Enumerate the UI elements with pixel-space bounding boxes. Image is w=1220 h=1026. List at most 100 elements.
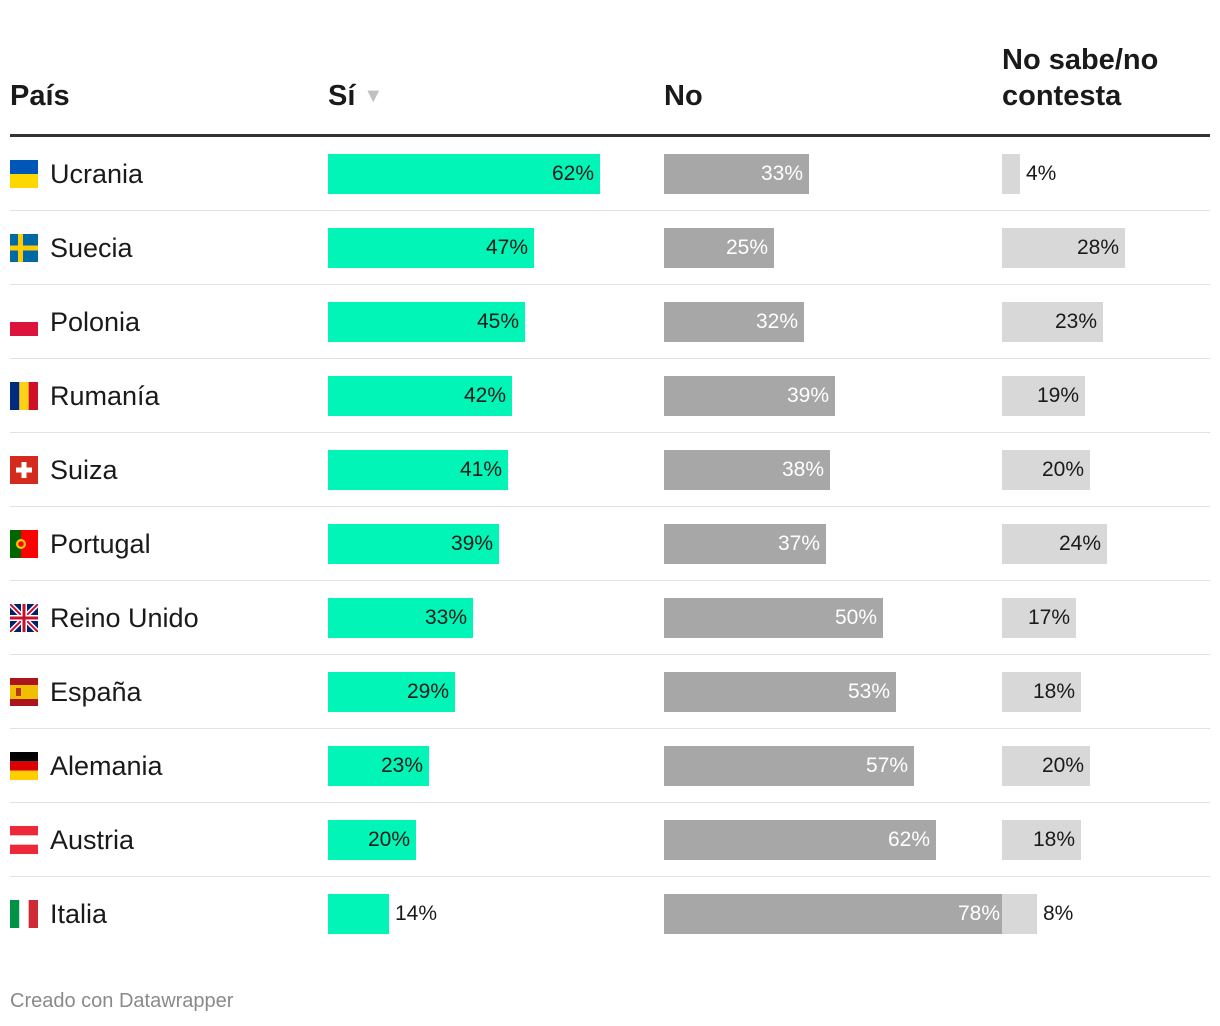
bar-yes-label: 41%: [459, 458, 502, 481]
bar-yes: [328, 376, 512, 416]
bar-dk: [1002, 598, 1076, 638]
column-header-dont-know-line2: contesta: [1002, 80, 1122, 112]
bar-no-label: 50%: [834, 606, 877, 629]
bar-no-label: 25%: [725, 236, 768, 259]
bar-dk: [1002, 524, 1107, 564]
bar-no: [664, 228, 774, 268]
bar-yes: [328, 820, 416, 860]
bar-dk-label: 19%: [1036, 384, 1079, 407]
table-row: Italia 14% 78% 8%: [10, 877, 1210, 951]
country-name: Austria: [50, 824, 135, 855]
bar-dk-label: 23%: [1054, 310, 1097, 333]
bar-no: [664, 450, 830, 490]
bar-yes: [328, 746, 429, 786]
bar-dk-label: 17%: [1027, 606, 1070, 629]
table-row: Suecia 47% 25% 28%: [10, 211, 1210, 285]
country-cell: Suecia: [10, 211, 133, 285]
bar-dk: [1002, 746, 1090, 786]
bar-yes-label: 20%: [367, 828, 410, 851]
bar-yes-label: 47%: [485, 236, 528, 259]
bar-yes: [328, 302, 525, 342]
bar-dk-label: 20%: [1041, 754, 1084, 777]
country-cell: Suiza: [10, 433, 118, 507]
bar-dk: [1002, 820, 1081, 860]
country-name: Alemania: [50, 750, 163, 781]
table-row: Austria 20% 62% 18%: [10, 803, 1210, 877]
bar-no-label: 32%: [755, 310, 798, 333]
table-row: Ucrania 62% 33% 4%: [10, 137, 1210, 211]
bar-dk: [1002, 672, 1081, 712]
column-header-dont-know[interactable]: No sabe/no contesta: [1002, 42, 1202, 114]
bar-dk-label: 4%: [1026, 162, 1057, 185]
bar-yes-label: 39%: [450, 532, 493, 555]
bar-dk-label: 24%: [1058, 532, 1101, 555]
bar-yes: [328, 672, 455, 712]
country-name: España: [50, 676, 142, 707]
country-name: Polonia: [50, 306, 141, 337]
country-cell: Reino Unido: [10, 581, 199, 655]
country-name: Rumanía: [50, 380, 160, 411]
bar-yes-label: 45%: [476, 310, 519, 333]
romania-flag-icon: [10, 382, 38, 410]
bar-yes: [328, 524, 499, 564]
bar-dk-label: 18%: [1032, 680, 1075, 703]
table-row: Reino Unido 33% 50% 17%: [10, 581, 1210, 655]
bar-no: [664, 302, 804, 342]
spain-flag-icon: [10, 678, 38, 706]
bar-dk-label: 8%: [1043, 902, 1074, 925]
bar-dk: [1002, 376, 1085, 416]
country-cell: Austria: [10, 803, 134, 877]
column-header-dont-know-line1: No sabe/no: [1002, 44, 1159, 76]
bar-yes: [328, 450, 508, 490]
country-cell: Rumanía: [10, 359, 160, 433]
table-row: Alemania 23% 57% 20%: [10, 729, 1210, 803]
bar-no-label: 38%: [781, 458, 824, 481]
table-row: Polonia 45% 32% 23%: [10, 285, 1210, 359]
bar-dk: [1002, 450, 1090, 490]
bar-yes: [328, 154, 600, 194]
austria-flag-icon: [10, 826, 38, 854]
sort-descending-icon[interactable]: ▼: [363, 85, 384, 107]
bar-yes: [328, 598, 473, 638]
bar-yes-label: 23%: [380, 754, 423, 777]
germany-flag-icon: [10, 752, 38, 780]
bar-dk-label: 28%: [1076, 236, 1119, 259]
country-cell: Ucrania: [10, 137, 143, 211]
ukraine-flag-icon: [10, 160, 38, 188]
bar-no-label: 39%: [786, 384, 829, 407]
column-header-country[interactable]: País: [10, 80, 70, 112]
country-name: Suecia: [50, 232, 133, 263]
bar-yes-label: 14%: [395, 902, 438, 925]
uk-flag-icon: [10, 604, 38, 632]
bar-dk-label: 20%: [1041, 458, 1084, 481]
country-cell: Polonia: [10, 285, 140, 359]
bar-dk: [1002, 228, 1125, 268]
italy-flag-icon: [10, 900, 38, 928]
country-cell: Italia: [10, 877, 107, 951]
column-header-yes[interactable]: Sí ▼: [328, 78, 383, 114]
header-rule: [10, 134, 1210, 137]
bar-yes: [328, 894, 389, 934]
bar-no: [664, 894, 1006, 934]
country-name: Ucrania: [50, 158, 144, 189]
bar-yes-label: 62%: [551, 162, 594, 185]
poland-flag-icon: [10, 308, 38, 336]
column-header-no[interactable]: No: [664, 80, 703, 112]
table-row: Suiza 41% 38% 20%: [10, 433, 1210, 507]
bar-no: [664, 672, 896, 712]
bar-no-label: 57%: [865, 754, 908, 777]
bar-dk: [1002, 894, 1037, 934]
table-row: Rumanía 42% 39% 19%: [10, 359, 1210, 433]
bar-yes-label: 29%: [406, 680, 449, 703]
table-header: País Sí ▼ No No sabe/no contesta: [10, 0, 1210, 134]
sweden-flag-icon: [10, 234, 38, 262]
country-name: Italia: [50, 898, 108, 929]
column-header-yes-label: Sí: [328, 80, 356, 112]
country-name: Reino Unido: [50, 602, 199, 633]
table-row: Portugal 39% 37% 24%: [10, 507, 1210, 581]
bar-dk-label: 18%: [1032, 828, 1075, 851]
table-row: España 29% 53% 18%: [10, 655, 1210, 729]
bar-no-label: 62%: [887, 828, 930, 851]
bar-no-label: 53%: [847, 680, 890, 703]
credit-footer: Creado con Datawrapper: [10, 990, 234, 1012]
